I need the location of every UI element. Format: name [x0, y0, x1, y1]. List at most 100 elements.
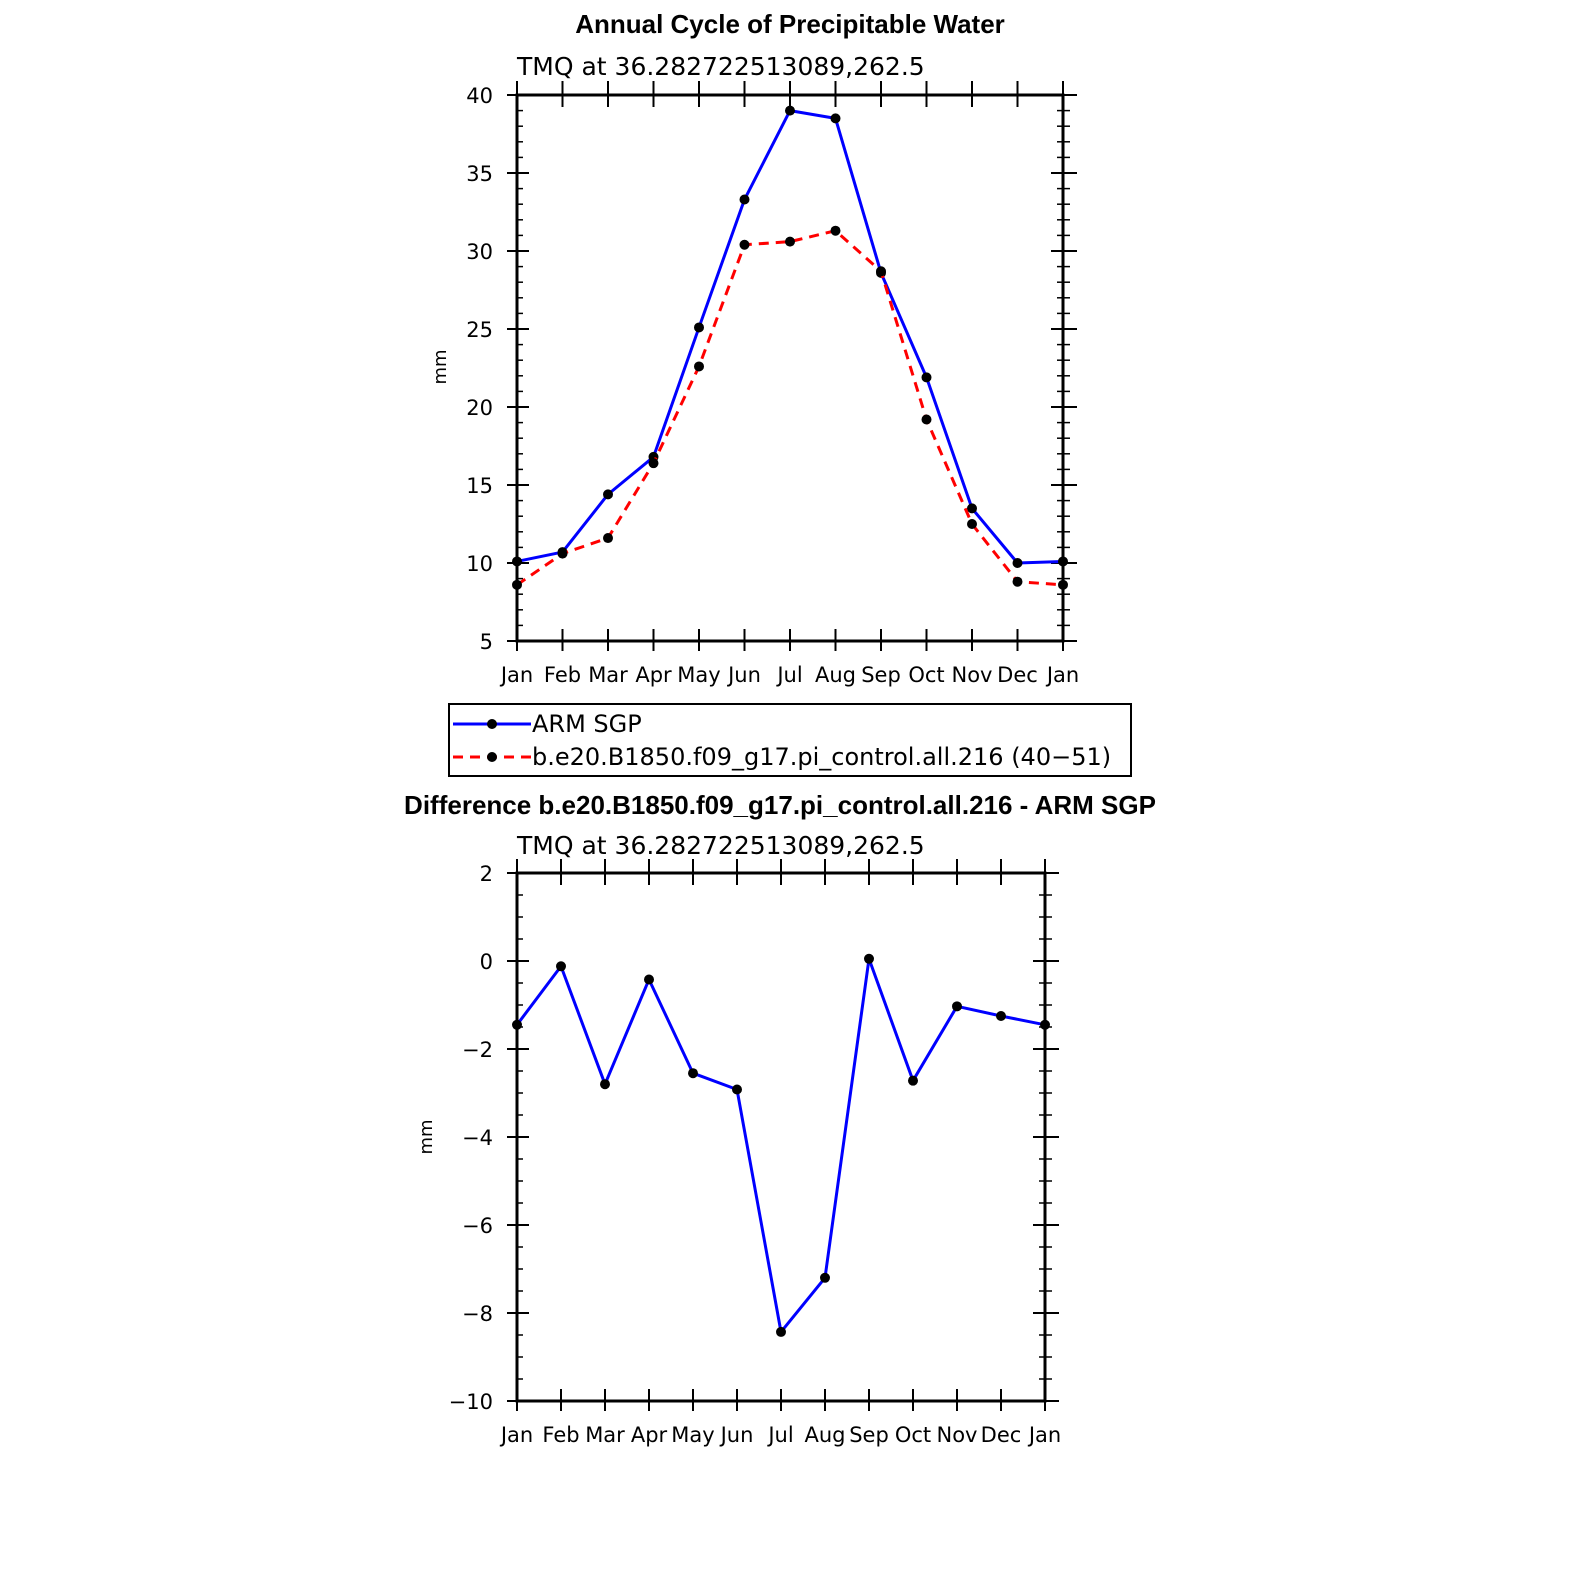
chart-subtitle: TMQ at 36.282722513089,262.5 [516, 831, 925, 860]
x-tick-label: Jan [1045, 663, 1079, 687]
difference-chart: Difference b.e20.B1850.f09_g17.pi_contro… [404, 790, 1156, 1447]
x-tick-label: Dec [997, 663, 1038, 687]
series-line-0 [515, 957, 1046, 1334]
data-point [864, 953, 874, 964]
data-point [603, 489, 613, 500]
y-tick-label: 2 [480, 862, 493, 886]
x-tick-label: May [671, 1423, 714, 1447]
data-point [688, 1068, 698, 1079]
data-point [644, 974, 654, 985]
x-tick-label: Jan [499, 663, 533, 687]
x-tick-label: Aug [804, 1423, 845, 1447]
y-tick-label: 15 [466, 474, 493, 498]
data-point [908, 1075, 918, 1086]
data-point [1058, 579, 1068, 590]
y-tick-label: −8 [462, 1302, 493, 1326]
data-point [694, 322, 704, 333]
legend-label-model: b.e20.B1850.f09_g17.pi_control.all.216 (… [532, 743, 1111, 771]
data-point [603, 533, 613, 544]
x-tick-label: Feb [542, 1423, 579, 1447]
axis-ticks [507, 859, 1059, 1411]
x-tick-label: Sep [849, 1423, 889, 1447]
data-point [557, 548, 568, 559]
data-point [785, 105, 795, 116]
x-tick-label: Mar [585, 1423, 625, 1447]
y-tick-label: −10 [449, 1390, 493, 1414]
x-tick-label: Aug [815, 663, 856, 687]
data-point [776, 1326, 786, 1337]
x-tick-label: Feb [544, 663, 581, 687]
y-tick-label: −6 [462, 1214, 493, 1238]
data-point [1012, 576, 1023, 587]
x-tick-label: Apr [635, 663, 672, 687]
data-point [820, 1272, 830, 1283]
legend: ARM SGP b.e20.B1850.f09_g17.pi_control.a… [448, 703, 1132, 777]
y-tick-label: 5 [480, 630, 493, 654]
data-point [996, 1011, 1006, 1021]
data-point [512, 579, 522, 590]
data-point [694, 361, 704, 372]
y-tick-label: −2 [462, 1038, 493, 1062]
data-point [967, 519, 977, 529]
y-axis-label: mm [416, 1119, 437, 1154]
y-tick-labels: 5 10 15 20 25 30 35 40 [466, 84, 493, 654]
x-tick-label: Nov [937, 1423, 978, 1447]
x-tick-label: May [677, 663, 720, 687]
data-point [876, 266, 886, 277]
y-tick-label: 20 [466, 396, 493, 420]
x-tick-label: Dec [981, 1423, 1022, 1447]
data-point [830, 113, 841, 124]
data-point [648, 458, 659, 469]
data-point [556, 961, 566, 972]
chart-title: Difference b.e20.B1850.f09_g17.pi_contro… [404, 790, 1156, 820]
data-point [921, 372, 932, 383]
data-point [1058, 556, 1068, 567]
legend-marker-model [487, 752, 497, 762]
x-tick-label: Sep [861, 663, 901, 687]
series-line-1 [516, 229, 1064, 587]
plot-frame [515, 871, 1047, 1403]
x-tick-label: Nov [952, 663, 993, 687]
series-line-0 [516, 109, 1064, 565]
y-tick-label: 40 [466, 84, 493, 108]
data-point [739, 239, 750, 250]
plot-frame [515, 93, 1065, 643]
x-tick-label: Mar [588, 663, 628, 687]
data-point [830, 225, 841, 236]
data-point [600, 1079, 610, 1090]
x-tick-label: Jan [1027, 1423, 1061, 1447]
data-point [967, 503, 977, 514]
x-tick-labels: Jan Feb Mar Apr May Jun Jul Aug Sep Oct Nov Dec Jan [499, 1423, 1061, 1447]
data-point [512, 556, 522, 567]
data-point [512, 1019, 522, 1030]
x-tick-label: Oct [895, 1423, 931, 1447]
data-point [1012, 558, 1023, 568]
legend-marker-arm-sgp [487, 719, 497, 729]
data-point [732, 1084, 742, 1095]
x-tick-label: Oct [908, 663, 944, 687]
legend-label-arm-sgp: ARM SGP [532, 710, 642, 738]
x-tick-label: Jul [766, 1423, 793, 1447]
x-tick-label: Jun [726, 663, 761, 687]
x-tick-label: Apr [631, 1423, 668, 1447]
data-point [785, 236, 795, 247]
series-group [512, 953, 1050, 1337]
data-point [1040, 1019, 1050, 1030]
y-tick-label: 35 [466, 162, 493, 186]
y-axis-label: mm [430, 349, 451, 384]
annual-cycle-chart: Annual Cycle of Precipitable Water TMQ a… [430, 9, 1132, 777]
x-tick-label: Jan [499, 1423, 533, 1447]
series-group [512, 105, 1068, 590]
y-tick-label: 30 [466, 240, 493, 264]
data-point [739, 194, 750, 205]
x-tick-label: Jun [719, 1423, 754, 1447]
chart-title: Annual Cycle of Precipitable Water [575, 9, 1005, 39]
y-tick-label: 0 [480, 950, 493, 974]
legend-box [448, 703, 1132, 777]
y-tick-label: 10 [466, 552, 493, 576]
y-tick-label: 25 [466, 318, 493, 342]
data-point [952, 1001, 962, 1012]
y-tick-labels: −10 −8 −6 −4 −2 0 2 [449, 862, 493, 1414]
chart-subtitle: TMQ at 36.282722513089,262.5 [516, 52, 925, 81]
